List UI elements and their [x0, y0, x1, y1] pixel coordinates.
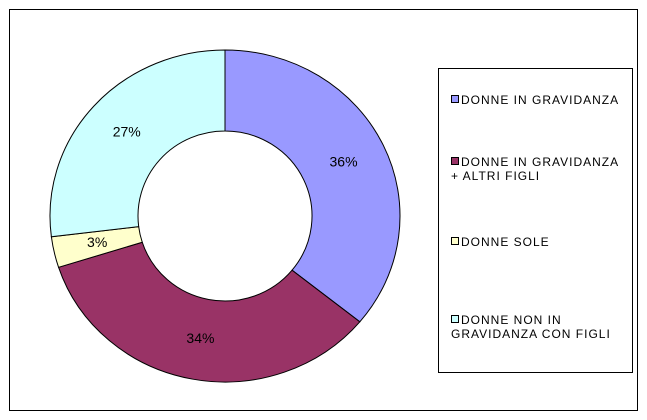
legend-label: DONNE NON IN GRAVIDANZA CON FIGLI — [451, 313, 611, 341]
donut-slice — [224, 49, 401, 323]
donut-slice — [57, 241, 361, 383]
data-label: 34% — [186, 330, 214, 346]
legend-label: DONNE SOLE — [461, 235, 550, 249]
legend: DONNE IN GRAVIDANZA DONNE IN GRAVIDANZA +… — [438, 68, 633, 373]
legend-entry: DONNE SOLE — [451, 235, 621, 249]
legend-swatch — [451, 315, 459, 323]
donut-slice — [49, 49, 226, 238]
legend-label: DONNE IN GRAVIDANZA + ALTRI FIGLI — [451, 155, 619, 183]
data-label: 27% — [113, 124, 141, 140]
data-label: 3% — [87, 234, 107, 250]
legend-entry: DONNE IN GRAVIDANZA + ALTRI FIGLI — [451, 155, 621, 183]
legend-swatch — [451, 237, 459, 245]
legend-entry: DONNE NON IN GRAVIDANZA CON FIGLI — [451, 313, 621, 341]
legend-swatch — [451, 95, 459, 103]
legend-swatch — [451, 157, 459, 165]
legend-entry: DONNE IN GRAVIDANZA — [451, 93, 621, 107]
data-label: 36% — [330, 153, 358, 169]
legend-label: DONNE IN GRAVIDANZA — [461, 93, 620, 107]
